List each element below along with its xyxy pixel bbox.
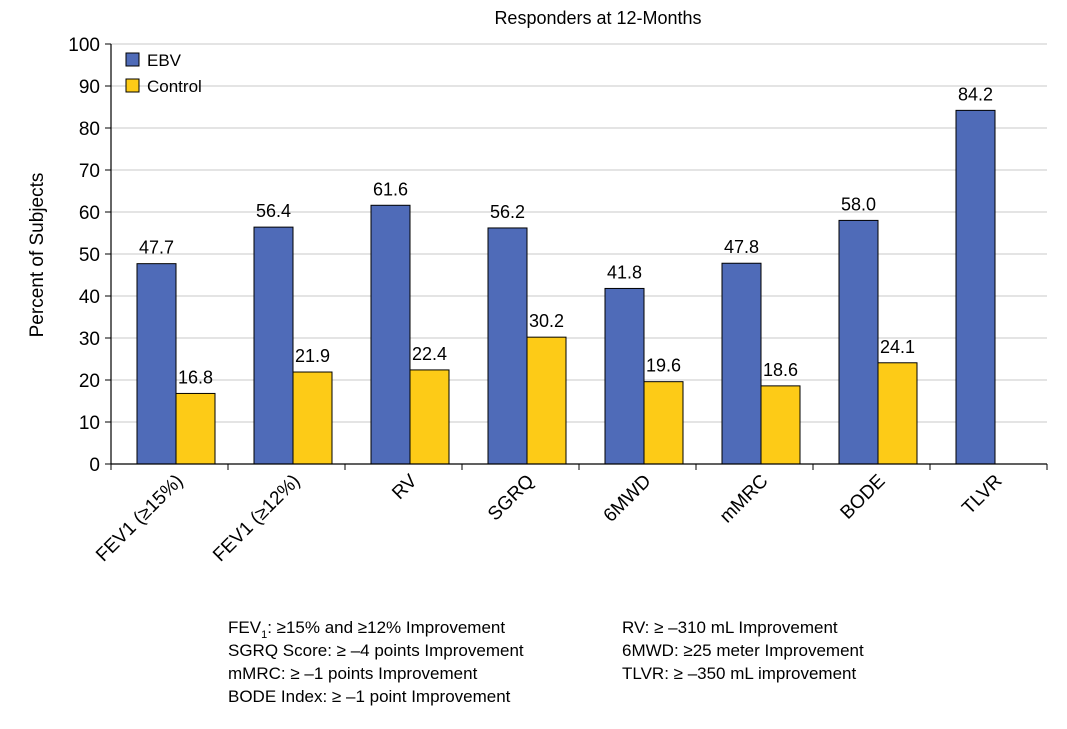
x-tick-label: SGRQ [484,471,538,525]
y-tick-label: 70 [79,161,100,182]
y-tick-label: 20 [79,371,100,392]
y-tick-label: 80 [79,119,100,140]
legend-swatch-control [125,78,140,93]
y-tick-label: 50 [79,245,100,266]
legend-swatch-ebv [125,52,140,67]
data-label-ebv-1: 56.4 [256,201,291,221]
chart-title: Responders at 12-Months [494,8,701,28]
x-tick-label: TLVR [958,471,1006,519]
y-axis-title: Percent of Subjects [27,173,48,338]
bars [136,109,996,465]
note-fev1: FEV1: ≥15% and ≥12% Improvement [228,618,505,641]
bar-control-0 [175,392,216,465]
bar-control-6 [877,362,918,465]
bar-ebv-3 [487,227,528,465]
data-label-control-2: 22.4 [412,344,447,364]
y-tick-label: 40 [79,287,100,308]
data-label-ebv-5: 47.8 [724,237,759,257]
y-tick-label: 90 [79,77,100,98]
x-tick-label: FEV1 (≥12%) [209,471,304,566]
data-label-control-3: 30.2 [529,311,564,331]
note-fev1-rest: : ≥15% and ≥12% Improvement [267,618,505,637]
note-6mwd: 6MWD: ≥25 meter Improvement [622,641,864,660]
note-fev1-main: FEV [228,618,262,637]
bar-ebv-6 [838,219,879,465]
bar-ebv-1 [253,226,294,465]
bar-ebv-2 [370,204,411,465]
bar-ebv-4 [604,287,645,465]
x-tick-label: 6MWD [600,471,656,527]
data-label-control-0: 16.8 [178,367,213,387]
x-tick-label: BODE [837,471,890,524]
legend: EBV Control [125,51,202,96]
x-tick-label: RV [388,470,422,504]
bar-ebv-0 [136,263,177,465]
y-tick-label: 30 [79,329,100,350]
bar-control-2 [409,369,450,465]
note-fev1-sub: 1 [261,629,267,641]
legend-label-control: Control [147,77,202,96]
note-rv: RV: ≥ –310 mL Improvement [622,618,838,637]
data-label-control-1: 21.9 [295,346,330,366]
footnotes: FEV1: ≥15% and ≥12% Improvement SGRQ Sco… [228,618,864,706]
data-label-ebv-4: 41.8 [607,262,642,282]
note-mmrc: mMRC: ≥ –1 points Improvement [228,664,478,683]
axes: 0 10 20 30 40 50 60 70 80 90 100 FEV1 (≥15%) FEV1 (≥… [68,35,1048,566]
data-label-control-6: 24.1 [880,337,915,357]
data-label-ebv-3: 56.2 [490,202,525,222]
bar-ebv-5 [721,262,762,465]
data-label-control-5: 18.6 [763,360,798,380]
y-tick-label: 100 [68,35,100,56]
y-tick-label: 60 [79,203,100,224]
data-label-ebv-0: 47.7 [139,238,174,258]
data-label-ebv-6: 58.0 [841,194,876,214]
data-labels: 47.7 16.8 56.4 21.9 61.6 22.4 56.2 30.2 41.8 19.6… [139,84,993,387]
data-label-ebv-2: 61.6 [373,179,408,199]
note-bode: BODE Index: ≥ –1 point Improvement [228,687,511,706]
bar-control-1 [292,371,333,465]
x-tick-label: FEV1 (≥15%) [92,471,187,566]
bar-ebv-7 [955,109,996,465]
bar-control-5 [760,385,801,465]
data-label-ebv-7: 84.2 [958,84,993,104]
bar-control-3 [526,336,567,465]
note-sgrq: SGRQ Score: ≥ –4 points Improvement [228,641,524,660]
y-tick-label: 0 [89,455,100,476]
y-tick-label: 10 [79,413,100,434]
data-label-control-4: 19.6 [646,356,681,376]
legend-label-ebv: EBV [147,51,182,70]
bar-control-4 [643,381,684,465]
x-tick-label: mMRC [716,471,773,528]
note-tlvr: TLVR: ≥ –350 mL improvement [622,664,856,683]
